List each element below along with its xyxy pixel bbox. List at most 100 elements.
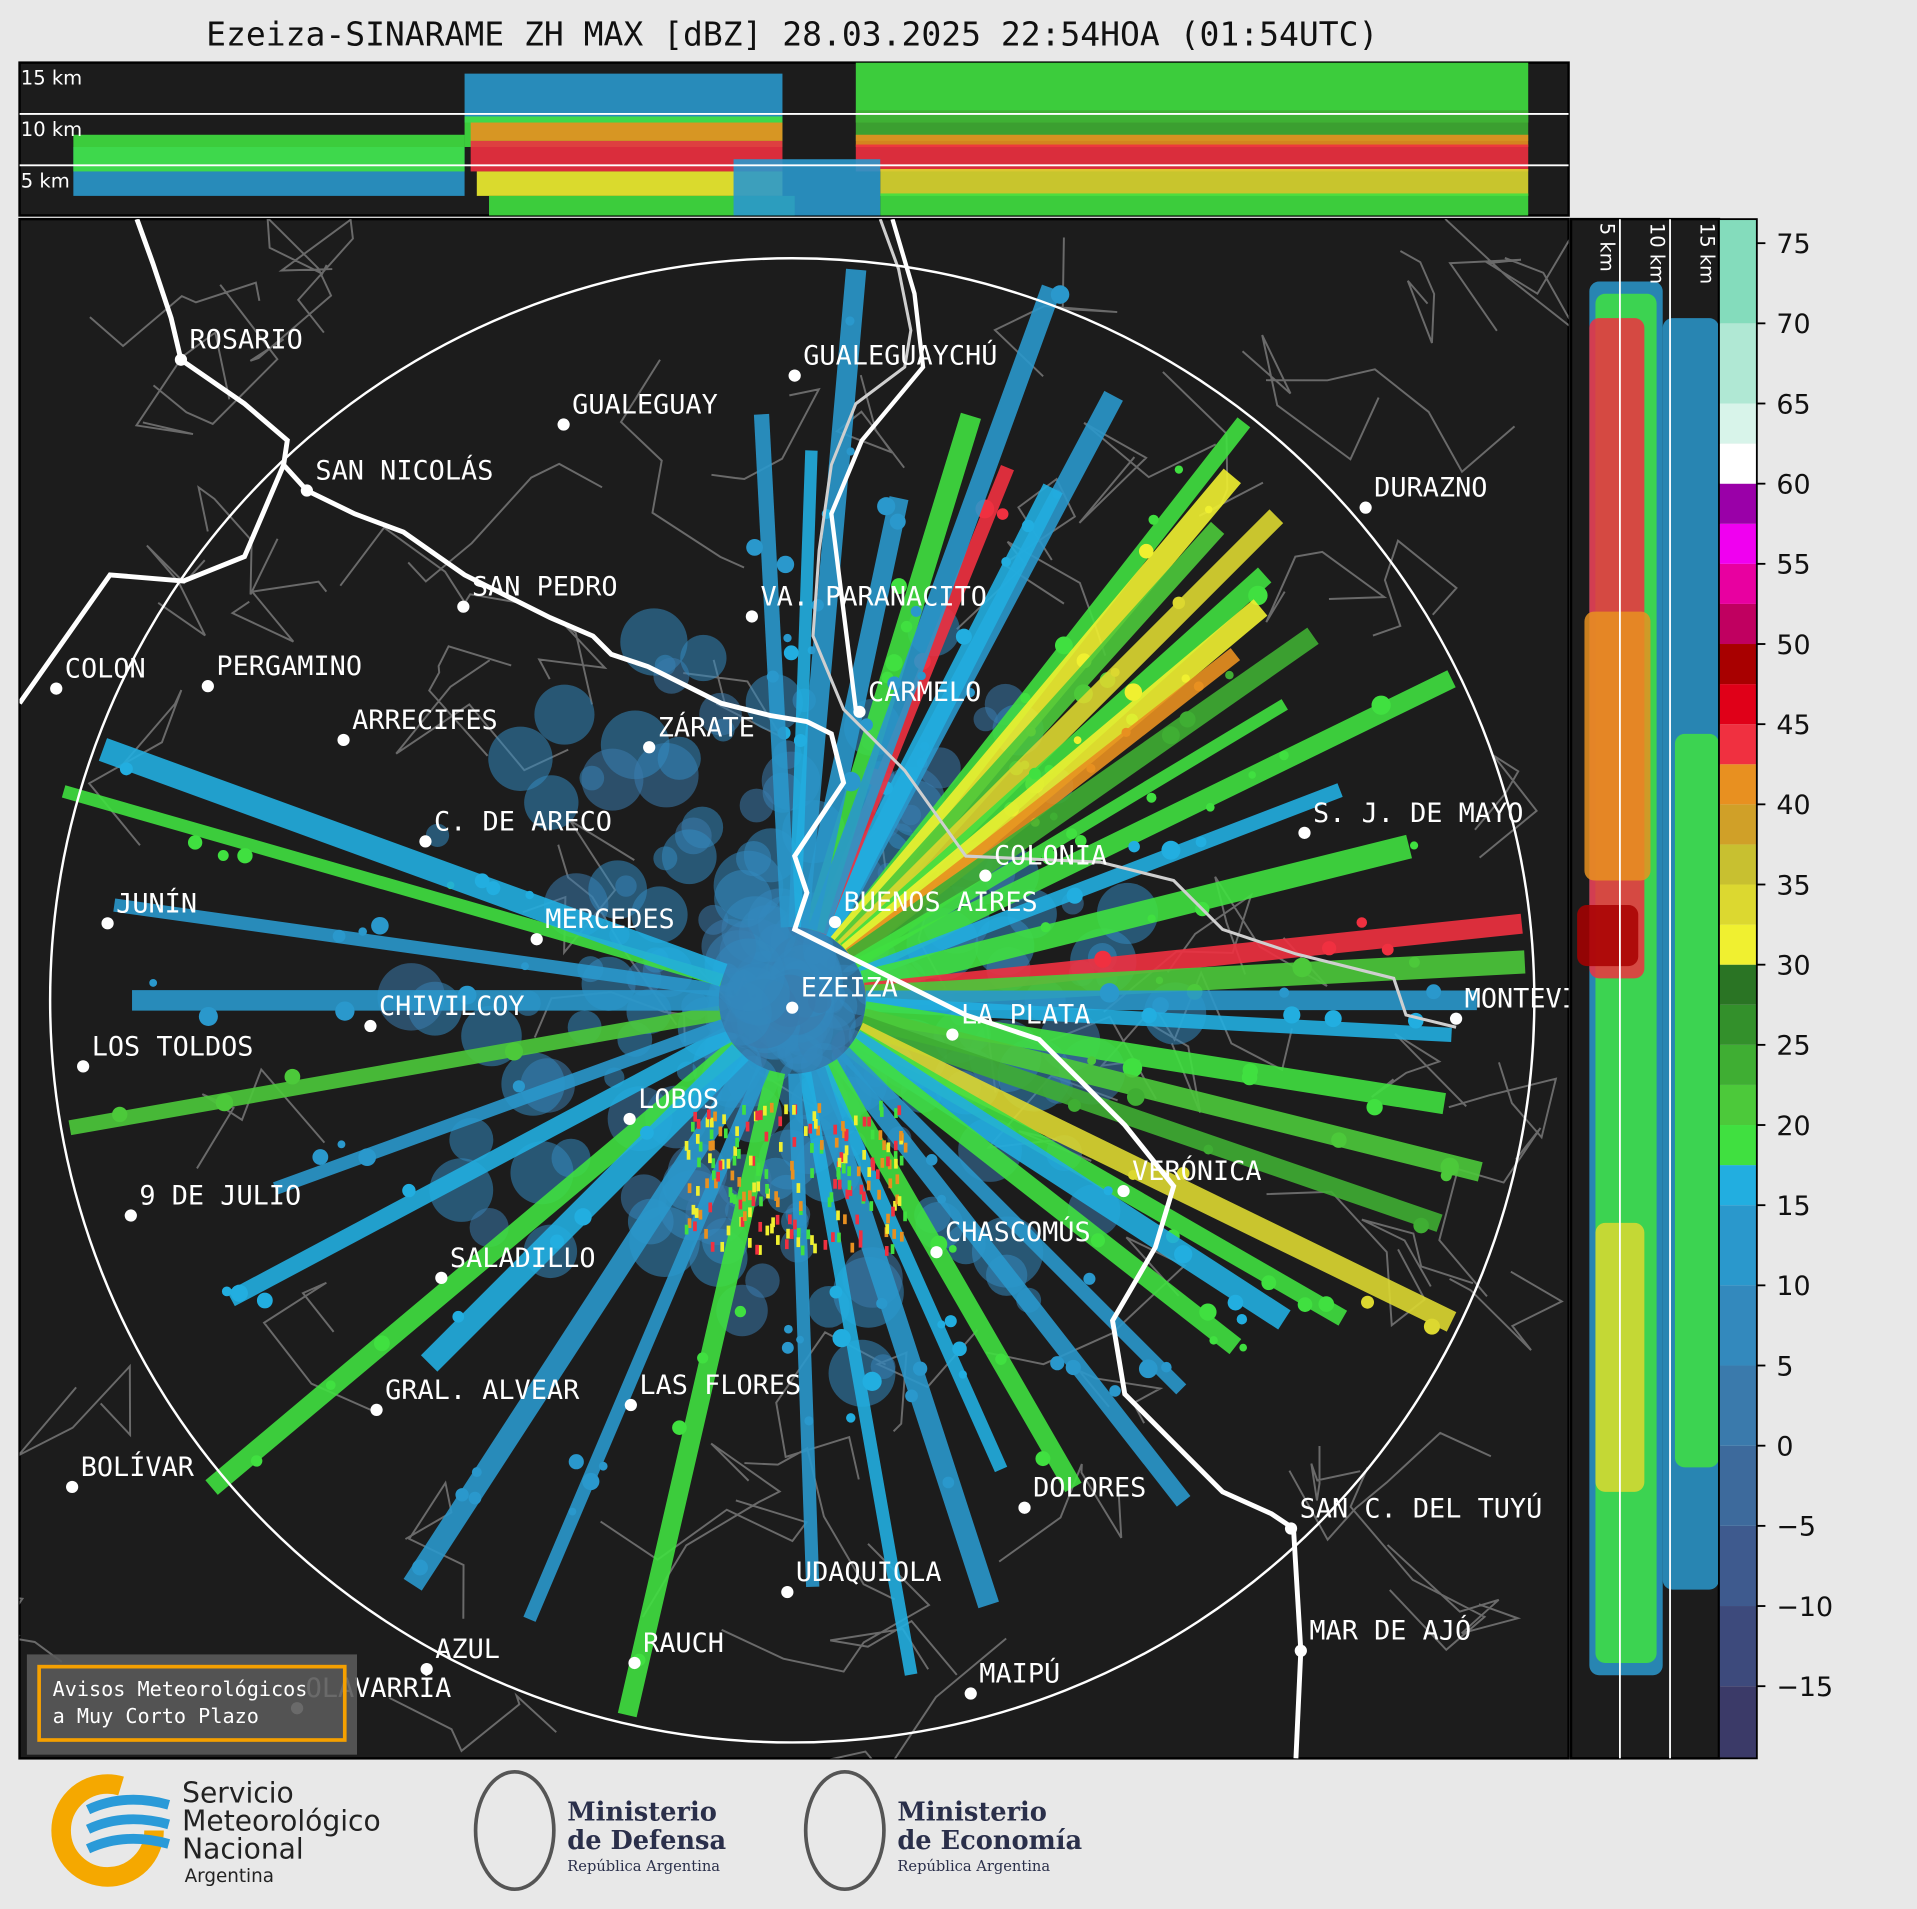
echo [335,1001,355,1021]
place-label: CHASCOMÚS [945,1216,1091,1248]
echo [814,1118,818,1129]
echo [880,1157,885,1168]
colorbar-tick-label: 5 [1776,1351,1793,1382]
echo [256,1292,273,1309]
place-dot [930,1246,943,1259]
echo [524,775,579,830]
place-label: C. DE ARECO [434,806,612,837]
echo [912,1361,928,1376]
echo [748,1190,752,1201]
echo-ray [860,834,1413,995]
colorbar-band [1718,844,1757,885]
top-panel-echoes: 15 km 10 km 5 km [19,62,1569,216]
smn-logo-waves [85,1794,171,1854]
place-dot [964,1687,977,1700]
echo [1035,1451,1051,1467]
place-dot [50,682,63,695]
echo [891,1206,895,1217]
echo [312,1149,329,1165]
echo [886,1142,891,1153]
echo-ray [844,1038,1242,1355]
echo [686,1149,691,1160]
colorbar-tick-label: 65 [1776,389,1810,420]
echo [1440,1170,1452,1182]
echo [1074,835,1087,847]
place-dot [420,1662,433,1676]
echo [714,1178,718,1189]
defensa-text: de Defensa [567,1826,726,1856]
echo [720,1241,725,1252]
echo [770,1223,774,1234]
echo-band [733,159,881,216]
place-label: DURAZNO [1374,473,1487,504]
echo [1040,922,1051,933]
echo [755,1110,760,1121]
place-dot [1018,1501,1031,1514]
echo [837,1179,842,1190]
echo [1066,828,1078,840]
coat-of-arms [473,1769,556,1891]
echo [549,1234,565,1249]
echo [1174,1245,1193,1264]
echo [402,1183,416,1198]
colorbar-band [1718,1084,1757,1126]
economia-text: de Economía [897,1826,1082,1856]
echo [758,1245,762,1255]
echo [672,1420,687,1435]
place-dot [1117,1184,1130,1198]
place-dot [1284,1522,1298,1535]
echo [471,1467,482,1478]
echo [1155,976,1164,985]
colorbar-tick-label: 10 [1776,1271,1810,1302]
echo [823,1239,828,1250]
echo [1227,1294,1244,1311]
echo [837,1157,842,1168]
echo [884,1246,889,1256]
echo [1248,771,1256,779]
colorbar-tick-label: −10 [1776,1592,1833,1623]
place-label: S. J. DE MAYO [1313,798,1523,829]
echo [829,1285,843,1299]
echo [1292,957,1312,978]
echo [958,1370,967,1379]
echo [784,1239,789,1250]
place-label: AZUL [435,1634,500,1665]
echo [834,1137,839,1148]
echo [1205,802,1215,812]
echo [708,1140,713,1151]
range-ring [48,257,1536,1744]
echo [705,1117,710,1128]
echo [661,829,717,885]
place-dot [419,835,432,848]
echo [449,1117,494,1162]
echo-band [880,193,1529,216]
height-label: 15 km [21,67,82,90]
echo [746,539,763,556]
echo-ray [865,997,1452,1043]
echo [698,1141,703,1152]
echo [899,1155,904,1166]
echo-ray [788,1073,820,1588]
smn-text: Meteorológico [182,1804,381,1837]
echo [891,578,907,595]
echo [684,1140,689,1151]
place-label: JUNÍN [116,887,197,919]
echo [734,1305,747,1318]
echo [816,1125,820,1136]
echo [358,1148,377,1167]
echo [1331,1132,1347,1148]
place-dot [788,369,801,382]
echo [973,707,998,732]
echo [784,1324,793,1334]
place-dot [1294,1644,1307,1657]
colorbar-band [1718,1125,1757,1166]
echo [217,850,229,861]
echo [856,1166,861,1177]
echo [729,1193,734,1203]
echo [833,1124,838,1135]
colorbar-band [1718,523,1757,564]
echo [691,1204,696,1215]
echo [798,1201,803,1211]
echo [1083,1272,1096,1285]
echo [1361,1295,1375,1309]
